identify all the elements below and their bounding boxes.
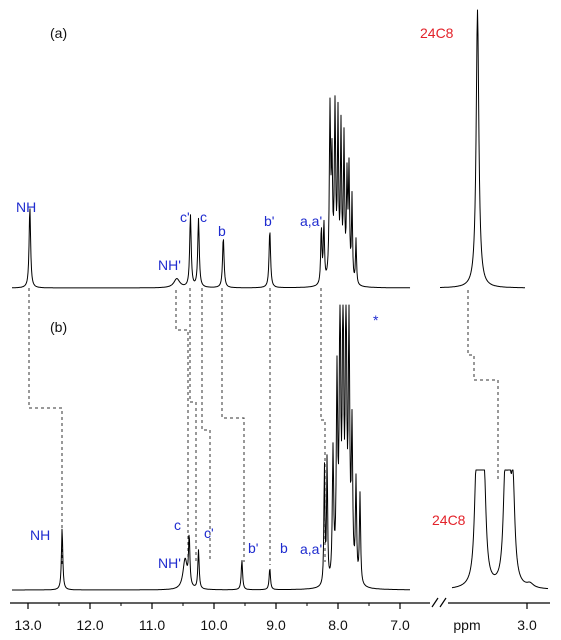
peak-label-a-b: b xyxy=(218,223,226,239)
x-tick-label: 11.0 xyxy=(139,617,165,633)
guide-c xyxy=(201,288,211,562)
x-tick-label: 13.0 xyxy=(14,617,41,633)
peak-label-a-aa: a,a' xyxy=(300,213,322,229)
guide-nh xyxy=(28,288,63,565)
trace-a-aromatic xyxy=(12,95,411,289)
guide-a xyxy=(320,288,326,562)
peak-label-b-b: b xyxy=(280,540,288,556)
guide-c-prime xyxy=(189,288,197,562)
x-tick-label: 10.0 xyxy=(200,617,227,633)
trace-b-aromatic xyxy=(12,304,410,591)
x-tick-label: 3.0 xyxy=(517,617,537,633)
guide-host xyxy=(467,290,499,480)
correlation-guides xyxy=(28,288,499,565)
x-tick-label: 12.0 xyxy=(76,617,103,633)
peak-label-a-c-prime: c' xyxy=(180,209,190,225)
tick-group-left: 13.0 12.0 11.0 10.0 9.0 8.0 7.0 xyxy=(14,603,410,633)
x-axis: 13.0 12.0 11.0 10.0 9.0 8.0 7.0 3.0 ppm xyxy=(10,597,550,633)
guide-b xyxy=(221,288,245,562)
peak-label-b-b-prime: b' xyxy=(248,540,258,556)
peak-label-b-nh: NH xyxy=(30,527,50,543)
peak-label-b-c: c xyxy=(174,517,181,533)
x-tick-label: 8.0 xyxy=(328,617,348,633)
x-axis-unit-label: ppm xyxy=(453,617,480,633)
peak-label-b-nh-prime: NH' xyxy=(158,555,181,571)
asterisk-label: * xyxy=(373,312,379,328)
spectrum-traces xyxy=(12,9,549,591)
tick-group-right: 3.0 xyxy=(517,603,537,633)
panel-b-label: (b) xyxy=(50,319,67,335)
panel-a-label: (a) xyxy=(50,25,67,41)
x-tick-label: 9.0 xyxy=(266,617,286,633)
peak-label-b-c-prime: c' xyxy=(204,525,214,541)
peak-label-a-c: c xyxy=(200,209,207,225)
peak-label-b-aa: a,a' xyxy=(300,541,322,557)
peak-label-a-nh-prime: NH' xyxy=(158,257,181,273)
peak-label-a-nh: NH xyxy=(16,199,36,215)
trace-a-host xyxy=(440,9,525,289)
peak-label-a-b-prime: b' xyxy=(264,213,274,229)
x-tick-label: 7.0 xyxy=(390,617,410,633)
axis-break-icon xyxy=(431,597,447,608)
guide-nh-prime xyxy=(175,290,189,562)
host-label-a: 24C8 xyxy=(420,25,454,41)
trace-b-host xyxy=(451,469,549,590)
host-label-b: 24C8 xyxy=(432,512,466,528)
